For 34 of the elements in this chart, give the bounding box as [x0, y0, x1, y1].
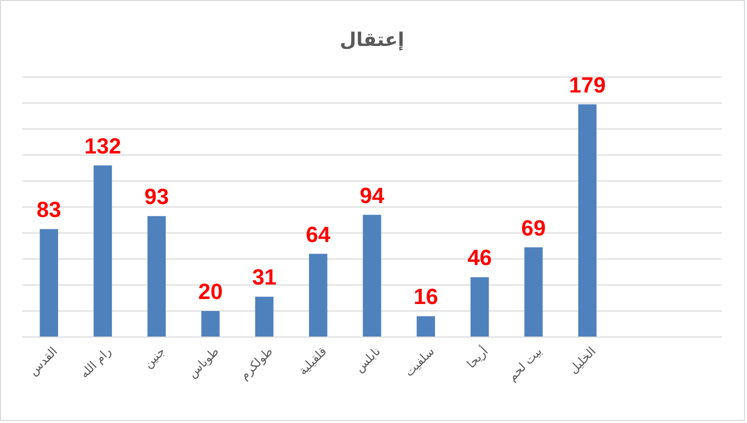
- bar: [416, 316, 435, 337]
- bar: [309, 254, 328, 337]
- x-tick-label: الخليل: [566, 344, 598, 376]
- bar: [470, 277, 489, 337]
- bar: [40, 229, 58, 337]
- data-label: 46: [467, 245, 492, 270]
- data-label: 93: [144, 184, 169, 210]
- data-label: 83: [36, 197, 62, 222]
- x-tick-label: القدس: [26, 344, 60, 378]
- x-tick-label: طوباس: [185, 344, 222, 381]
- data-label: 69: [521, 215, 546, 240]
- data-label: 132: [84, 133, 122, 158]
- x-tick-label: قلقيلية: [296, 344, 330, 378]
- data-label: 20: [198, 279, 223, 304]
- x-tick-label: جنين: [140, 344, 168, 371]
- x-tick-label: بيت لحم: [505, 344, 545, 384]
- bar: [578, 104, 597, 337]
- x-tick-label: سلفيت: [402, 344, 437, 380]
- x-tick-label: نابلس: [352, 344, 384, 376]
- data-label: 31: [252, 264, 277, 290]
- bar: [362, 214, 382, 337]
- bar: [201, 311, 220, 337]
- x-tick-label: رام الله: [77, 344, 114, 381]
- x-tick-label: طولكرم: [237, 344, 276, 382]
- chart-title: إعتقال: [340, 29, 404, 51]
- data-label: 16: [414, 284, 438, 310]
- data-label: 94: [360, 182, 385, 208]
- bar: [255, 296, 274, 337]
- data-label: 179: [569, 72, 606, 98]
- x-tick-label: أريحا: [463, 343, 491, 371]
- bar: [524, 247, 543, 337]
- bar: [94, 165, 112, 337]
- bar: [147, 216, 166, 337]
- data-label: 64: [306, 222, 332, 247]
